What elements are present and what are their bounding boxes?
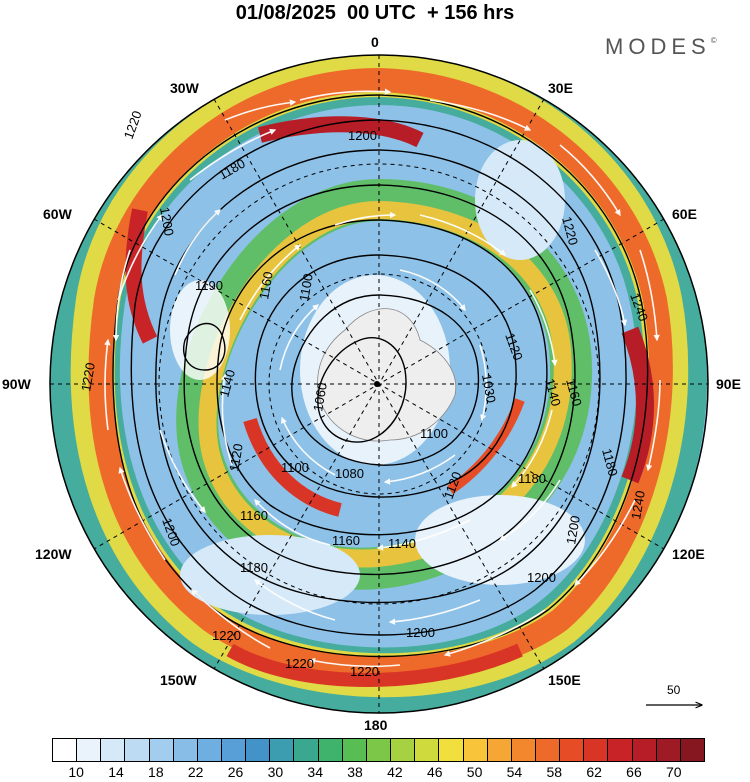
brand-logo: MODES© [605,34,717,60]
colorbar-swatch [76,738,102,762]
colorbar-tick-label: 46 [426,764,443,780]
vector-scale-value: 50 [667,683,681,697]
contour-label: 1180 [518,471,546,486]
contour-label: 1080 [335,466,364,481]
colorbar-tick-label: 10 [68,764,84,780]
colorbar-swatch [390,738,416,762]
colorbar-swatch [365,738,392,762]
colorbar-swatch [196,738,223,762]
colorbar-swatch [172,738,198,762]
contour-label: 1200 [157,206,177,237]
lon-label-60w: 60W [43,206,72,222]
contour-label: 1100 [296,272,316,302]
contour-labels: 1060 1080 1100 1100 1100 1120 1120 1120 … [78,109,651,679]
contour-label: 1220 [559,215,581,247]
contour-label: 1160 [240,508,268,523]
colorbar-swatch [534,738,561,762]
colorbar-tick-label: 14 [108,764,124,780]
colorbar-swatch [438,738,464,762]
colorbar-swatch [631,738,657,762]
lon-label-30e: 30E [548,80,573,96]
map-title: 01/08/2025 00 UTC + 156 hrs [235,2,515,24]
lon-label-120w: 120W [35,546,72,562]
colorbar-swatch [221,738,247,762]
lon-label-60e: 60E [672,206,697,222]
wind-vectors [104,88,661,668]
contour-label: 1120 [226,442,246,472]
vector-scale-arrow [646,693,710,723]
contour-label: 1200 [406,625,435,640]
colorbar-swatch [245,738,271,762]
contour-label: 1100 [420,426,448,441]
contour-label: 1180 [599,447,621,478]
colorbar-swatch [341,738,367,762]
colorbar-swatch [486,738,512,762]
contour-label: 1140 [542,377,564,408]
colorbar-swatch [148,738,174,762]
colorbar-swatch [414,738,440,762]
lon-label-120e: 120E [672,546,705,562]
lon-label-90w: 90W [2,376,31,392]
colorbar-swatch [607,738,633,762]
brand-name: MODES [605,34,711,59]
lon-label-180: 180 [364,717,388,733]
colorbar-tick-label: 18 [148,764,164,780]
geopotential-contours [112,94,649,658]
contour-label: 1220 [350,664,379,679]
colorbar-tick-label: 34 [307,764,323,780]
contour-label: 1160 [256,270,276,300]
contour-label: 1180 [240,560,268,575]
contour-label: 1160 [332,533,360,548]
colorbar-swatch [269,738,295,762]
contour-label: 1160 [563,377,585,408]
contour-label: 1060 [310,381,330,412]
colorbar-swatch [655,738,681,762]
vector-scale-legend: 50 [640,683,710,713]
colorbar-swatch [100,738,126,762]
contour-label: 1200 [563,514,583,545]
colorbar-swatch [559,738,585,762]
colorbar-tick-label: 30 [267,764,284,780]
contour-label: 1220 [285,656,314,671]
contour-label: 1200 [348,128,377,143]
colorbar-tick-label: 58 [546,764,563,780]
contour-label: 1140 [216,368,238,399]
colorbar-tick-label: 22 [187,764,204,780]
lon-label-90e: 90E [716,376,741,392]
contour-label: 1220 [121,109,145,141]
colorbar [52,738,705,764]
colorbar-tick-label: 70 [666,764,682,780]
colorbar-tick-label: 38 [347,764,363,780]
polar-map: 1060 1080 1100 1100 1100 1120 1120 1120 … [49,54,709,714]
colorbar-swatch [462,738,488,762]
lon-label-150w: 150W [160,672,197,688]
contour-label: 1100 [281,460,309,475]
colorbar-swatch [583,738,609,762]
colorbar-tick-label: 54 [506,764,523,780]
colorbar-swatch [510,738,536,762]
colorbar-swatch [293,738,319,762]
colorbar-tick-label: 42 [387,764,403,780]
colorbar-swatch [124,738,150,762]
lon-label-0: 0 [371,34,379,50]
contour-label: 1140 [388,536,416,551]
colorbar-tick-label: 62 [586,764,602,780]
colorbar-tick-label: 50 [466,764,483,780]
colorbar-swatch [52,738,78,762]
contour-label: 1190 [195,278,223,293]
lon-label-30w: 30W [170,80,199,96]
contour-label: 1240 [628,489,648,520]
contour-label: 1220 [212,628,241,643]
contour-label: 1200 [527,570,556,585]
colorbar-tick-label: 66 [626,764,642,780]
colorbar-tick-label: 26 [227,764,244,780]
colorbar-swatch [679,738,705,762]
contour-label: 1220 [78,361,98,392]
contour-label: 1030 [479,373,499,404]
lon-label-150e: 150E [548,672,581,688]
copyright-mark: © [710,36,717,45]
colorbar-swatch [317,738,343,762]
